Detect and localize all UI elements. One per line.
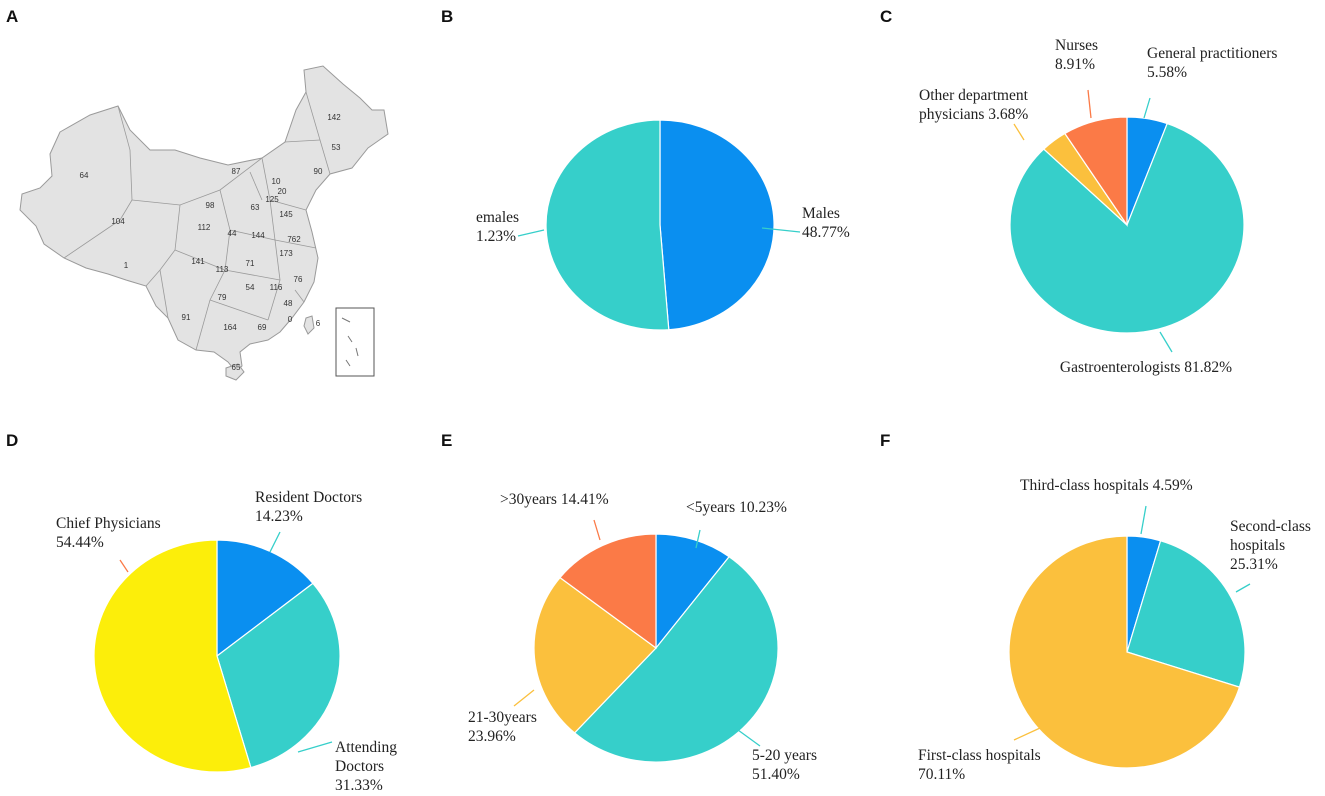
map-region-number: 762 bbox=[287, 235, 301, 244]
map-region-number: 44 bbox=[228, 229, 237, 238]
map-region-number: 63 bbox=[251, 203, 260, 212]
pie-slice-gastroenterologists bbox=[1009, 122, 1245, 334]
map-region-number: 20 bbox=[278, 187, 287, 196]
slice-label-females: emales 1.23% bbox=[476, 209, 519, 245]
map-region-number: 91 bbox=[182, 313, 191, 322]
slice-label-5-20-years: 5-20 years 51.40% bbox=[752, 747, 817, 783]
map-region-number: 112 bbox=[198, 223, 211, 232]
map-region-number: 98 bbox=[206, 201, 215, 210]
pie-slice-females bbox=[545, 119, 670, 331]
map-region-number: 64 bbox=[80, 171, 89, 180]
leader-line-30years bbox=[593, 519, 601, 541]
pie-chart-c: General practitioners 5.58% Gastroenterolo… bbox=[919, 37, 1277, 376]
map-region-number: 90 bbox=[314, 167, 323, 176]
map-region-number: 71 bbox=[246, 259, 255, 268]
map-region-number: 113 bbox=[216, 265, 229, 274]
slice-label-second-class-hospitals: Second-class hospitals 25.31% bbox=[1230, 518, 1311, 573]
slice-label-chief-physicians: Chief Physicians 54.44% bbox=[56, 515, 161, 551]
slice-label-21-30years: 21-30years 23.96% bbox=[468, 709, 537, 745]
map-region-number: 6 bbox=[316, 319, 321, 328]
slice-label-resident-doctors: Resident Doctors 14.23% bbox=[255, 489, 362, 525]
leader-line-gastroenterologists bbox=[1159, 331, 1173, 353]
leader-line-first-class-hospitals bbox=[1013, 727, 1041, 741]
leader-line-nurses bbox=[1087, 89, 1092, 119]
leader-line-general-practitioners bbox=[1143, 97, 1151, 119]
leader-line-5-20-years bbox=[737, 729, 761, 747]
leader-line-females bbox=[517, 229, 545, 237]
leader-line-chief-physicians bbox=[119, 559, 129, 573]
leader-line-other-department-physicians bbox=[1013, 123, 1025, 141]
slice-label-third-class-hospitals: Third-class hospitals 4.59% bbox=[1020, 477, 1193, 494]
slice-label-nurses: Nurses 8.91% bbox=[1055, 37, 1098, 73]
map-south-sea-inset bbox=[335, 307, 375, 377]
map-region-number: 87 bbox=[232, 167, 241, 176]
leader-line-attending-doctors bbox=[297, 741, 333, 753]
panel-letter-e: E bbox=[441, 431, 452, 450]
panel-letter-b: B bbox=[441, 7, 453, 26]
panel-letter-a: A bbox=[6, 7, 18, 26]
leader-line-males bbox=[761, 227, 801, 233]
map-region-number: 54 bbox=[246, 283, 255, 292]
slice-label-first-class-hospitals: First-class hospitals 70.11% bbox=[918, 747, 1041, 783]
map-region-number: 125 bbox=[265, 195, 279, 204]
map-inset-islands bbox=[341, 317, 359, 367]
pie-chart-b: Males 48.77% emales 1.23% bbox=[476, 119, 850, 331]
leader-line-5years bbox=[695, 529, 701, 549]
pie-slice-second-class-hospitals bbox=[1126, 540, 1246, 688]
map-island-taiwan bbox=[303, 315, 315, 335]
panel-letter-f: F bbox=[880, 431, 890, 450]
slice-label-gastroenterologists: Gastroenterologists 81.82% bbox=[1060, 359, 1232, 376]
leader-line-resident-doctors bbox=[269, 531, 281, 553]
pie-slice-attending-doctors bbox=[216, 582, 341, 769]
pie-chart-d: Resident Doctors 14.23% Attending Doctors 31… bbox=[56, 489, 397, 794]
pie-slice-21-30years bbox=[533, 576, 657, 734]
map-region-number: 10 bbox=[272, 177, 281, 186]
map-region-number: 65 bbox=[232, 363, 241, 372]
map-province-borders bbox=[63, 91, 331, 351]
pie-slice-30years bbox=[559, 533, 657, 650]
map-region-number: 116 bbox=[270, 283, 283, 292]
panel-letter-d: D bbox=[6, 431, 18, 450]
pie-slice-chief-physicians bbox=[93, 539, 252, 773]
panel-letter-c: C bbox=[880, 7, 892, 26]
map-region-number: 141 bbox=[191, 257, 205, 266]
slice-label-males: Males 48.77% bbox=[802, 205, 850, 241]
map-region-number: 144 bbox=[251, 231, 265, 240]
pie-chart-f: Third-class hospitals 4.59% Second-class h… bbox=[918, 477, 1311, 783]
slice-label-general-practitioners: General practitioners 5.58% bbox=[1147, 45, 1277, 81]
map-region-number: 0 bbox=[288, 315, 293, 324]
leader-line-third-class-hospitals bbox=[1140, 505, 1147, 535]
map-region-number: 164 bbox=[223, 323, 237, 332]
leader-line-second-class-hospitals bbox=[1235, 583, 1251, 593]
map-region-number: 48 bbox=[284, 299, 293, 308]
slice-label-30years: >30years 14.41% bbox=[500, 491, 609, 508]
map-region-number: 79 bbox=[218, 293, 227, 302]
map-region-number: 173 bbox=[279, 249, 293, 258]
map-region-number: 145 bbox=[279, 210, 293, 219]
pie-slice-first-class-hospitals bbox=[1008, 535, 1241, 769]
pie-slice-5years bbox=[655, 533, 730, 650]
slice-label-other-department-physicians: Other department physicians 3.68% bbox=[919, 87, 1029, 123]
map-region-number: 142 bbox=[327, 113, 341, 122]
map-region-number: 53 bbox=[332, 143, 341, 152]
map-region-number: 76 bbox=[294, 275, 303, 284]
pie-slice-males bbox=[659, 119, 775, 331]
map-island-hainan bbox=[225, 363, 245, 381]
map-outline bbox=[19, 65, 389, 373]
pie-slice-5-20-years bbox=[573, 555, 779, 763]
slice-label-5years: <5years 10.23% bbox=[686, 499, 787, 516]
map-region-number: 104 bbox=[111, 217, 125, 226]
map-region-number: 1 bbox=[124, 261, 129, 270]
slice-label-attending-doctors: Attending Doctors 31.33% bbox=[335, 739, 397, 794]
leader-line-21-30years bbox=[513, 689, 535, 707]
pie-slice-nurses bbox=[1064, 116, 1128, 227]
pie-chart-e: <5years 10.23% 5-20 years 51.40% 21-30years… bbox=[468, 491, 817, 783]
map-region-number: 69 bbox=[258, 323, 267, 332]
